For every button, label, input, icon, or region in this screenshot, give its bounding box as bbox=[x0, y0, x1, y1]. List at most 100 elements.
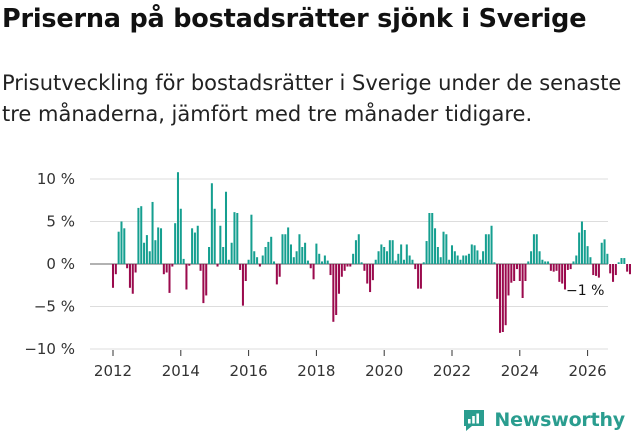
bar bbox=[256, 257, 259, 264]
bar bbox=[123, 228, 126, 264]
bar bbox=[425, 241, 428, 264]
bar bbox=[227, 259, 230, 264]
bar bbox=[493, 262, 496, 264]
bar bbox=[448, 259, 451, 264]
bar bbox=[606, 253, 609, 264]
bar bbox=[145, 235, 148, 264]
bar bbox=[284, 234, 287, 264]
bar bbox=[504, 264, 507, 326]
bar bbox=[213, 208, 216, 264]
bar bbox=[558, 264, 561, 282]
bar bbox=[360, 262, 363, 264]
bar bbox=[442, 231, 445, 264]
bar bbox=[428, 213, 431, 264]
x-tick-label: 2020 bbox=[365, 362, 403, 380]
x-tick-label: 2018 bbox=[297, 362, 335, 380]
bar bbox=[309, 264, 312, 269]
bar bbox=[377, 251, 380, 264]
bar bbox=[541, 259, 544, 264]
bar bbox=[304, 242, 307, 264]
bar bbox=[462, 255, 465, 264]
y-axis-labels: 10 % 5 % 0 % −5 % −10 % bbox=[24, 170, 75, 358]
brand-name: Newsworthy bbox=[494, 409, 625, 431]
bar bbox=[329, 264, 332, 276]
bar bbox=[196, 225, 199, 264]
bar bbox=[402, 259, 405, 264]
bar bbox=[160, 228, 163, 264]
y-tick-label: −5 % bbox=[34, 298, 75, 316]
bar bbox=[470, 244, 473, 264]
bar bbox=[343, 264, 346, 271]
bar bbox=[250, 214, 253, 264]
bar bbox=[298, 234, 301, 264]
bar bbox=[171, 264, 174, 267]
bar bbox=[301, 247, 304, 264]
bar bbox=[157, 227, 160, 264]
bar bbox=[354, 240, 357, 264]
bar bbox=[499, 264, 502, 333]
bar bbox=[230, 242, 233, 264]
bar bbox=[346, 264, 349, 267]
y-tick-label: 10 % bbox=[37, 170, 75, 188]
bar bbox=[628, 264, 631, 275]
bar bbox=[419, 264, 422, 289]
bar bbox=[510, 264, 513, 283]
bar bbox=[287, 227, 290, 264]
bar bbox=[312, 264, 315, 280]
bar bbox=[318, 253, 321, 264]
bar bbox=[128, 264, 131, 288]
bar bbox=[165, 264, 168, 273]
bar bbox=[563, 264, 567, 290]
bar bbox=[253, 251, 256, 264]
bar bbox=[552, 264, 555, 272]
bar bbox=[572, 261, 575, 264]
bar bbox=[386, 251, 389, 264]
bar bbox=[244, 264, 247, 281]
bar bbox=[241, 264, 244, 306]
bar bbox=[521, 264, 524, 298]
bar bbox=[450, 245, 454, 264]
bar bbox=[199, 264, 202, 271]
bar bbox=[479, 259, 482, 264]
bar bbox=[459, 259, 462, 264]
bar bbox=[275, 264, 278, 285]
bar bbox=[193, 232, 196, 264]
bar bbox=[538, 251, 541, 264]
last-value-annotation: −1 % bbox=[566, 283, 604, 299]
bar bbox=[583, 230, 586, 264]
bar bbox=[323, 255, 326, 264]
x-axis: 2012 2014 2016 2018 2020 2022 2024 2026 bbox=[94, 350, 607, 380]
bar bbox=[335, 264, 338, 315]
bar bbox=[544, 261, 547, 264]
bar bbox=[547, 261, 550, 264]
bar bbox=[603, 239, 606, 264]
x-tick-label: 2012 bbox=[94, 362, 132, 380]
bar bbox=[134, 264, 137, 273]
bar bbox=[569, 264, 572, 270]
bar bbox=[482, 251, 485, 264]
bar bbox=[465, 255, 468, 264]
bar bbox=[126, 264, 129, 269]
bar bbox=[236, 213, 239, 264]
bar bbox=[578, 232, 581, 264]
bar bbox=[580, 221, 583, 264]
newsworthy-logo-icon bbox=[464, 410, 485, 431]
bar bbox=[337, 264, 341, 294]
bar bbox=[549, 264, 552, 271]
bar bbox=[219, 225, 222, 264]
bar bbox=[597, 264, 600, 278]
bar bbox=[397, 253, 400, 264]
bar bbox=[216, 264, 219, 267]
bar bbox=[332, 264, 335, 322]
bar bbox=[439, 257, 442, 264]
bar bbox=[513, 264, 516, 281]
y-tick-label: 5 % bbox=[46, 213, 75, 231]
x-tick-label: 2016 bbox=[230, 362, 268, 380]
bar bbox=[595, 264, 598, 276]
bar bbox=[233, 212, 236, 264]
bar bbox=[224, 191, 228, 264]
bar bbox=[507, 264, 510, 296]
bar bbox=[205, 264, 208, 296]
bar bbox=[137, 207, 140, 264]
